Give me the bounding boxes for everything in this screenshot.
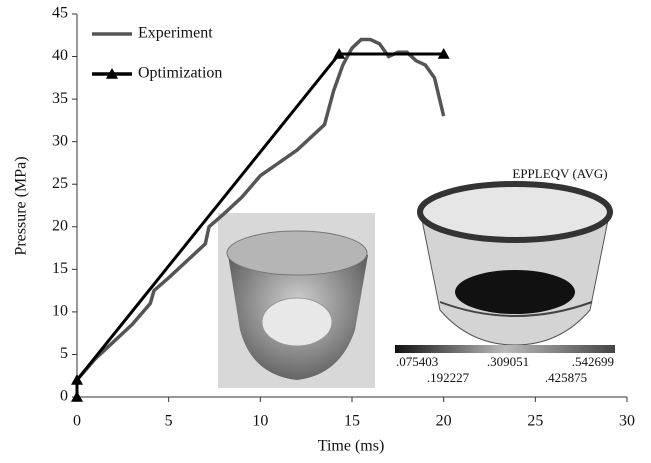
inset-title: EPPLEQV (AVG) xyxy=(512,166,607,181)
x-tick-label: 0 xyxy=(73,413,81,430)
y-tick-label: 40 xyxy=(52,47,68,64)
series-line xyxy=(75,37,446,382)
y-tick-label: 15 xyxy=(52,260,68,277)
legend-label: Experiment xyxy=(138,25,213,42)
y-tick-label: 20 xyxy=(52,217,68,234)
colorbar-label: .542699 xyxy=(572,354,614,369)
colorbar-label: .075403 xyxy=(396,354,438,369)
x-tick-label: 30 xyxy=(619,413,635,430)
marker xyxy=(71,373,83,385)
y-tick-label: 45 xyxy=(52,5,68,22)
marker xyxy=(71,391,83,402)
y-tick-label: 35 xyxy=(52,90,68,107)
colorbar-label: .425875 xyxy=(545,370,587,385)
x-tick-label: 25 xyxy=(527,413,543,430)
y-tick-label: 25 xyxy=(52,175,68,192)
fe-inset xyxy=(395,181,615,353)
x-tick-label: 10 xyxy=(252,413,268,430)
y-tick-label: 5 xyxy=(60,345,68,362)
y-axis-label: Pressure (MPa) xyxy=(13,156,30,255)
y-tick-label: 30 xyxy=(52,132,68,149)
legend-label: Optimization xyxy=(138,65,222,82)
marker xyxy=(333,48,346,59)
y-tick-label: 10 xyxy=(52,303,68,320)
series-line xyxy=(75,52,444,397)
photo-inset xyxy=(218,213,375,388)
x-tick-label: 15 xyxy=(344,413,360,430)
colorbar-label: .192227 xyxy=(427,370,470,385)
x-tick-label: 20 xyxy=(436,413,452,430)
legend-marker xyxy=(106,68,118,79)
marker xyxy=(437,48,450,59)
x-tick-label: 5 xyxy=(165,413,173,430)
y-tick-label: 0 xyxy=(60,388,68,405)
colorbar-label: .309051 xyxy=(487,354,529,369)
x-axis-label: Time (ms) xyxy=(318,438,385,455)
